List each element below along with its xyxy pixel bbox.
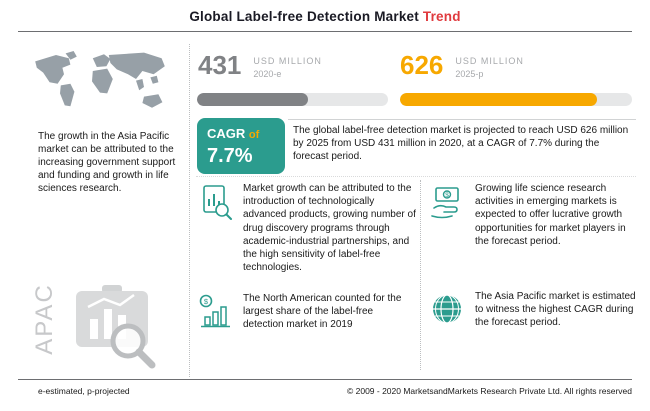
cagr-connector: of	[248, 129, 260, 141]
stat-2020-unit: USD MILLION	[253, 56, 322, 66]
stat-2020-value: 431	[198, 50, 242, 80]
page-title: Global Label-free Detection Market Trend	[0, 9, 650, 24]
bar-chart-coin-icon: $	[199, 294, 230, 328]
bullet-text: Market growth can be attributed to the i…	[243, 183, 416, 274]
summary-divider	[288, 119, 636, 120]
stat-2025-meta: USD MILLION 2025-p	[455, 52, 524, 79]
vertical-divider-main	[189, 44, 190, 377]
bullet-text: The North American counted for the large…	[243, 293, 402, 331]
stat-2025-year: 2025-p	[455, 69, 484, 79]
bullet-north-america: $ The North American counted for the lar…	[196, 292, 416, 332]
svg-text:$: $	[445, 192, 449, 199]
footer-copyright: © 2009 - 2020 MarketsandMarkets Research…	[346, 386, 632, 396]
world-map	[35, 51, 165, 108]
clipboard-chart-icon	[203, 185, 232, 220]
stat-2020-meta: USD MILLION 2020-e	[253, 52, 322, 79]
bullets-divider	[196, 176, 636, 177]
bullet-asia-pacific: The Asia Pacific market is estimated to …	[428, 290, 640, 330]
bullet-text: The Asia Pacific market is estimated to …	[475, 291, 636, 329]
bar-2025	[400, 93, 632, 106]
bar-2025-fill	[400, 93, 598, 106]
region-label: APAC	[31, 283, 58, 355]
title-divider	[18, 31, 632, 32]
bullet-text: Growing life science research activities…	[475, 183, 626, 247]
chart-magnifier-icon	[76, 285, 156, 369]
page-title-highlight: Trend	[422, 9, 461, 24]
stat-2020: 431 USD MILLION 2020-e	[198, 52, 322, 79]
bar-2020	[197, 93, 388, 106]
cagr-label: CAGR	[207, 126, 246, 141]
stat-2025-value: 626	[400, 50, 444, 80]
bullet-market-growth: Market growth can be attributed to the i…	[196, 182, 416, 274]
money-hand-icon: $	[431, 187, 459, 219]
bullet-growth-opportunities: $ Growing life science research activiti…	[428, 182, 640, 248]
cagr-value: 7.7%	[207, 145, 253, 167]
stat-2020-year: 2020-e	[253, 69, 282, 79]
market-summary: The global label-free detection market i…	[293, 125, 629, 163]
map-caption: The growth in the Asia Pacific market ca…	[38, 131, 176, 194]
cagr-box: CAGR of 7.7%	[197, 118, 285, 174]
globe-icon	[433, 294, 461, 324]
footer-note: e-estimated, p-projected	[38, 386, 130, 396]
cagr-label-line: CAGR of	[207, 126, 275, 141]
vertical-divider-bullets	[420, 180, 421, 370]
bar-2020-fill	[197, 93, 308, 106]
page-title-main: Global Label-free Detection Market	[189, 9, 419, 24]
stat-2025-unit: USD MILLION	[455, 56, 524, 66]
svg-text:$: $	[204, 297, 209, 306]
stat-2025: 626 USD MILLION 2025-p	[400, 52, 524, 79]
footer-divider	[18, 379, 632, 380]
